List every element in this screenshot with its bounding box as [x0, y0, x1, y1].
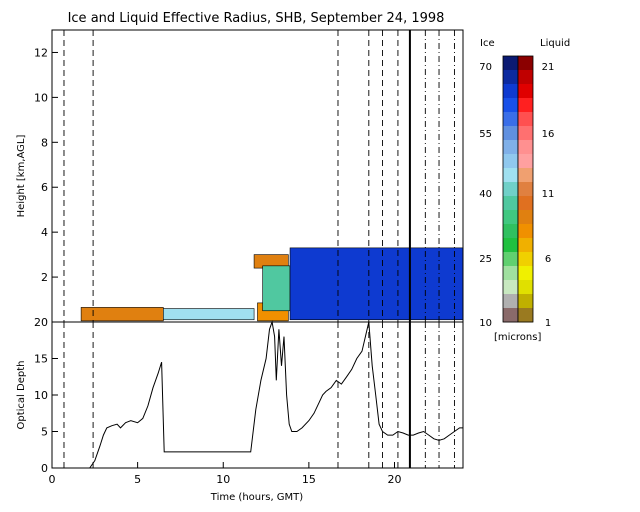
colorbar-cell [518, 56, 533, 71]
chart-title: Ice and Liquid Effective Radius, SHB, Se… [68, 11, 445, 26]
colorbar-cell [503, 266, 518, 281]
colorbar-liquid-tick: 16 [542, 129, 555, 140]
y-tick-label: 0 [41, 462, 48, 475]
x-tick-label: 5 [134, 473, 141, 486]
colorbar-cell [503, 112, 518, 127]
colorbar-cell [503, 84, 518, 99]
colorbar-liquid-tick: 6 [545, 254, 551, 265]
cloud-layer [289, 247, 464, 321]
y-tick-label: 4 [41, 226, 48, 239]
colorbar-cell [503, 196, 518, 211]
colorbar-cell [518, 238, 533, 253]
optical-depth-line [89, 320, 463, 469]
x-tick-label: 20 [388, 473, 402, 486]
colorbar-cell [503, 140, 518, 155]
plot-frame-bottom [51, 321, 464, 469]
colorbar-cell [518, 98, 533, 113]
x-tick-label: 10 [216, 473, 230, 486]
colorbar-cell [518, 280, 533, 295]
colorbar-ice-tick: 10 [479, 318, 492, 329]
colorbar-cell [518, 308, 533, 323]
y-axis-title-bottom: Optical Depth [16, 361, 27, 430]
colorbar-cell [503, 98, 518, 113]
colorbar-cell [503, 280, 518, 295]
colorbar-liquid-tick: 21 [542, 62, 555, 73]
cloud-layer [163, 308, 255, 321]
colorbar-ice [502, 55, 519, 323]
optical-depth-ticks: 0 5 10 15 20 [34, 316, 58, 475]
colorbar-liquid-tick: 11 [542, 189, 555, 200]
x-axis-title: Time (hours, GMT) [210, 492, 304, 503]
colorbar-liquid-tick: 1 [545, 318, 551, 329]
vertical-markers-bottom [63, 322, 455, 468]
colorbar-frame [517, 55, 534, 323]
colorbar-cell [518, 168, 533, 183]
colorbar-liquid [517, 55, 534, 323]
colorbar-cell [518, 154, 533, 169]
colorbar-cell [503, 126, 518, 141]
colorbar-liquid-title: Liquid [540, 38, 570, 49]
colorbar-cell [503, 168, 518, 183]
colorbar-labels: 70 55 40 25 10 21 16 11 6 1 [479, 62, 554, 329]
vertical-markers [63, 30, 455, 322]
colorbar-cell [518, 140, 533, 155]
colorbar-cell [518, 84, 533, 99]
colorbar-cell [503, 182, 518, 197]
effective-radius-panel: 2 4 6 8 10 12 Height [km,AGL] [16, 29, 464, 323]
y-tick-label: 8 [41, 136, 48, 149]
time-ticks: 0 5 10 15 20 [49, 462, 402, 486]
y-axis-title: Height [km,AGL] [16, 135, 27, 218]
colorbar-cell [503, 56, 518, 71]
colorbar-cell [503, 210, 518, 225]
y-tick-label: 6 [41, 181, 48, 194]
height-ticks: 2 4 6 8 10 12 [34, 46, 58, 284]
colorbar: Ice Liquid 70 55 40 25 10 21 16 11 6 1 [microns] [479, 38, 570, 343]
y-tick-label: 2 [41, 271, 48, 284]
colorbar-ice-title: Ice [480, 38, 495, 49]
colorbar-ice-tick: 40 [479, 189, 492, 200]
colorbar-cell [503, 308, 518, 323]
colorbar-cell [518, 70, 533, 85]
colorbar-cell [503, 154, 518, 169]
colorbar-cell [518, 126, 533, 141]
colorbar-ice-tick: 25 [479, 254, 492, 265]
colorbar-cell [503, 224, 518, 239]
x-tick-label: 0 [49, 473, 56, 486]
colorbar-units: [microns] [494, 332, 541, 343]
colorbar-cell [518, 196, 533, 211]
cloud-layers [80, 247, 464, 322]
colorbar-cell [503, 70, 518, 85]
optical-depth-panel: 0 5 10 15 20 0 5 10 15 20 Optical Depth Time (ho… [16, 316, 464, 503]
cloud-layer [262, 265, 291, 312]
y-tick-label: 5 [41, 426, 48, 439]
colorbar-ice-tick: 70 [479, 62, 492, 73]
colorbar-cell [518, 294, 533, 309]
colorbar-cell [503, 294, 518, 309]
colorbar-cell [518, 266, 533, 281]
y-tick-label: 10 [34, 389, 48, 402]
colorbar-ice-tick: 55 [479, 129, 492, 140]
colorbar-cell [503, 238, 518, 253]
colorbar-cell [503, 252, 518, 267]
colorbar-cell [518, 112, 533, 127]
colorbar-cell [518, 210, 533, 225]
y-tick-label: 12 [34, 46, 48, 59]
y-tick-label: 20 [34, 316, 48, 329]
colorbar-cell [518, 224, 533, 239]
colorbar-cell [518, 182, 533, 197]
x-tick-label: 15 [302, 473, 316, 486]
y-tick-label: 10 [34, 91, 48, 104]
y-tick-label: 15 [34, 353, 48, 366]
colorbar-cell [518, 252, 533, 267]
